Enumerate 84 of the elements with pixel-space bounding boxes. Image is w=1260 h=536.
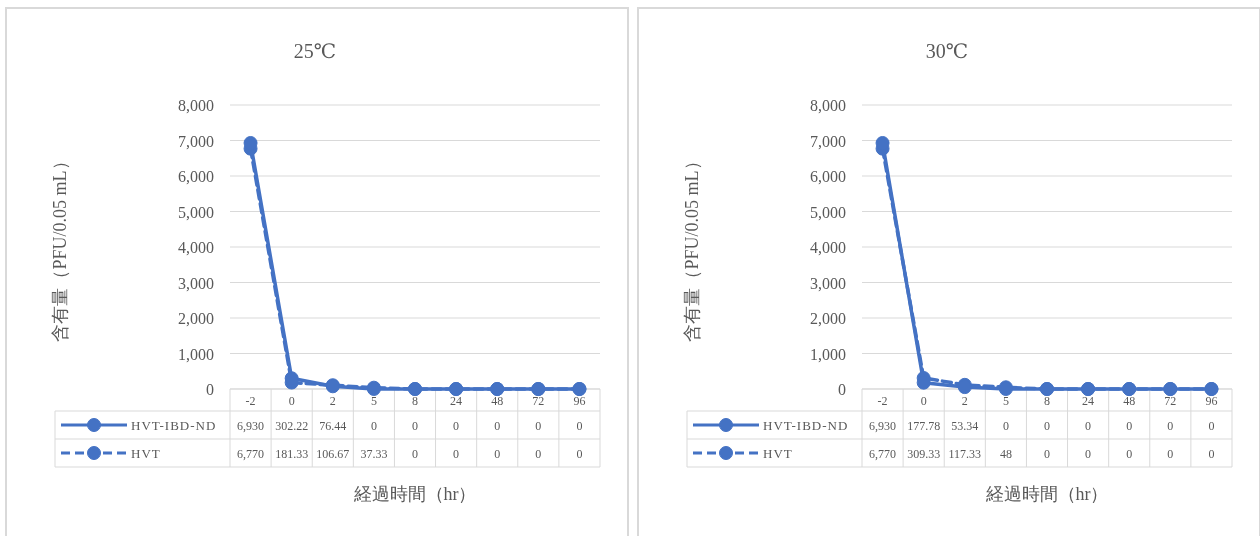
x-tick-label: 48	[1123, 394, 1136, 408]
legend-label: HVT	[763, 446, 793, 461]
data-label: 0	[1126, 419, 1133, 433]
x-tick-label: 48	[491, 394, 504, 408]
data-label: 181.33	[275, 447, 309, 461]
data-label: 0	[494, 447, 501, 461]
data-label: 0	[1167, 419, 1174, 433]
data-label: 0	[1044, 419, 1050, 433]
data-label: 0	[412, 447, 418, 461]
legend-label: HVT	[131, 446, 161, 461]
y-tick-label: 8,000	[178, 97, 214, 114]
x-tick-label: -2	[245, 394, 256, 408]
data-label: 177.78	[907, 419, 941, 433]
chart-title: 30℃	[925, 40, 969, 62]
y-tick-label: 3,000	[178, 274, 214, 292]
data-label: 0	[535, 419, 542, 433]
legend: HVT-IBD-ND	[61, 418, 217, 433]
x-axis-title: 経過時間（hr）	[352, 484, 477, 504]
y-tick-label: 7,000	[810, 132, 846, 150]
y-axis-title: 含有量（PFU/0.05 mL）	[50, 152, 70, 342]
y-tick-label: 2,000	[178, 310, 214, 327]
legend: HVT	[61, 446, 161, 461]
data-label: 0	[1208, 447, 1215, 461]
x-tick-label: -2	[877, 394, 888, 408]
data-label: 0	[1126, 447, 1133, 461]
x-tick-label: 0	[920, 394, 927, 408]
y-tick-label: 6,000	[178, 168, 214, 185]
y-tick-label: 5,000	[810, 203, 846, 221]
data-label: 0	[412, 419, 418, 433]
data-label: 6,770	[869, 447, 897, 461]
y-tick-label: 4,000	[178, 239, 214, 256]
y-tick-label: 1,000	[810, 345, 846, 363]
y-tick-label: 2,000	[810, 310, 846, 327]
data-label: 76.44	[319, 419, 347, 433]
data-label: 0	[576, 447, 583, 461]
x-tick-label: 2	[961, 394, 968, 408]
data-label: 0	[370, 419, 377, 433]
x-axis-title: 経過時間（hr）	[984, 484, 1109, 504]
x-tick-label: 72	[1164, 394, 1177, 408]
legend: HVT-IBD-ND	[693, 418, 849, 433]
x-tick-label: 2	[329, 394, 336, 408]
data-label: 48	[999, 447, 1012, 461]
x-tick-label: 5	[1002, 394, 1009, 408]
data-label: 0	[576, 419, 583, 433]
data-label: 106.67	[316, 447, 350, 461]
data-label: 0	[535, 447, 542, 461]
x-tick-label: 24	[1082, 394, 1095, 408]
data-label: 309.33	[907, 447, 941, 461]
y-tick-label: 1,000	[178, 345, 214, 363]
data-label: 0	[1208, 419, 1215, 433]
x-tick-label: 96	[1205, 394, 1218, 408]
data-label: 6,930	[237, 419, 265, 433]
legend-label: HVT-IBD-ND	[763, 418, 849, 433]
y-tick-label: 3,000	[810, 274, 846, 292]
data-label: 6,930	[869, 419, 897, 433]
data-label: 37.33	[360, 447, 388, 461]
x-tick-label: 24	[450, 394, 463, 408]
data-label: 0	[1085, 419, 1092, 433]
data-label: 0	[453, 447, 460, 461]
legend: HVT	[693, 446, 793, 461]
data-label: 302.22	[275, 419, 309, 433]
x-tick-label: 8	[1044, 394, 1050, 408]
x-tick-label: 5	[370, 394, 377, 408]
y-tick-label: 4,000	[810, 239, 846, 256]
x-tick-label: 0	[288, 394, 295, 408]
y-tick-label: 8,000	[810, 97, 846, 114]
data-label: 0	[1044, 447, 1050, 461]
y-axis-title: 含有量（PFU/0.05 mL）	[682, 152, 702, 342]
x-tick-label: 72	[532, 394, 545, 408]
legend-label: HVT-IBD-ND	[131, 418, 217, 433]
data-label: 53.34	[951, 419, 979, 433]
y-tick-label: 7,000	[178, 132, 214, 150]
data-label: 117.33	[948, 447, 982, 461]
x-tick-label: 96	[573, 394, 586, 408]
x-tick-label: 8	[412, 394, 418, 408]
y-tick-label: 5,000	[178, 203, 214, 221]
data-label: 0	[1167, 447, 1174, 461]
data-label: 0	[1085, 447, 1092, 461]
data-label: 0	[1002, 419, 1009, 433]
y-tick-label: 6,000	[810, 168, 846, 185]
data-label: 6,770	[237, 447, 265, 461]
data-label: 0	[453, 419, 460, 433]
data-label: 0	[494, 419, 501, 433]
chart-title: 25℃	[293, 40, 337, 62]
